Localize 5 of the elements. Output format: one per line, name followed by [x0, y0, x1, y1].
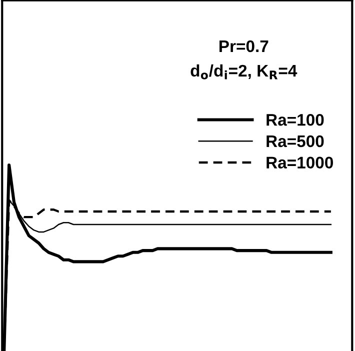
legend-label: Ra=1000: [266, 156, 333, 169]
text: Pr=0.7: [220, 40, 268, 52]
text: d$_{o}$/d$_{i}$=2, K$_{R}$=4: [190, 64, 298, 80]
legend-label: Ra=500: [266, 135, 324, 148]
legend-label: Ra=100: [266, 114, 324, 126]
